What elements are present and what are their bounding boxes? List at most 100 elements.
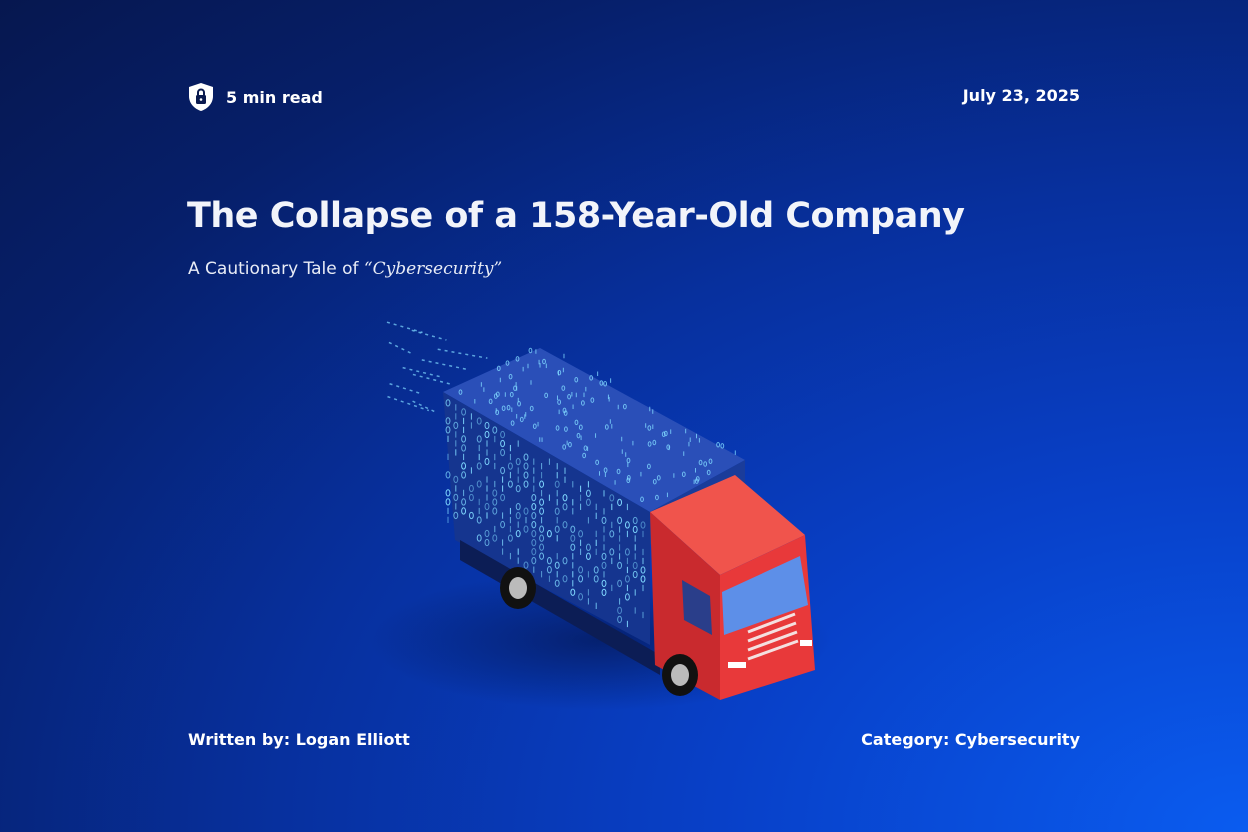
binary-digit xyxy=(601,516,607,525)
binary-digit xyxy=(589,375,594,381)
binary-digit xyxy=(519,416,524,423)
binary-digit xyxy=(532,423,537,430)
binary-digit xyxy=(531,530,537,538)
binary-digit xyxy=(564,426,568,432)
binary-digit xyxy=(666,444,671,450)
binary-digit xyxy=(500,439,506,448)
binary-digit xyxy=(554,525,560,533)
truck-windshield xyxy=(722,556,808,635)
binary-digit xyxy=(604,424,609,430)
publish-date: July 23, 2025 xyxy=(962,86,1080,105)
binary-digit xyxy=(500,466,506,475)
binary-digit xyxy=(561,385,566,391)
binary-digit xyxy=(495,409,500,416)
binary-digit xyxy=(500,520,506,529)
binary-digit xyxy=(617,606,623,615)
subtitle-prefix: A Cautionary Tale of xyxy=(188,259,364,279)
binary-digit xyxy=(546,566,552,574)
binary-digit xyxy=(555,425,560,431)
binary-digit xyxy=(585,489,591,497)
binary-digit xyxy=(495,391,500,397)
binary-digit xyxy=(681,471,686,478)
binary-digit xyxy=(647,441,652,447)
binary-digit xyxy=(601,579,607,588)
binary-digit xyxy=(453,511,459,520)
binary-digit xyxy=(578,593,584,601)
binary-digit xyxy=(640,566,646,574)
author: Written by: Logan Elliott xyxy=(188,730,410,749)
binary-digit xyxy=(562,575,568,583)
binary-digit xyxy=(626,477,631,484)
binary-digit xyxy=(544,392,549,399)
binary-digit xyxy=(570,588,576,596)
truck-headlight xyxy=(800,640,812,646)
binary-digit xyxy=(539,480,545,488)
truck-wheel-rear xyxy=(500,567,536,609)
binary-digit xyxy=(616,468,621,475)
binary-digit xyxy=(476,462,482,470)
binary-digit xyxy=(593,566,599,574)
binary-digit xyxy=(484,457,490,466)
binary-digit xyxy=(539,525,545,533)
binary-digit xyxy=(445,417,451,425)
truck-wheel-front xyxy=(662,654,698,696)
binary-digit xyxy=(609,530,615,538)
binary-digit xyxy=(656,475,661,481)
binary-digit xyxy=(640,521,646,529)
binary-digit xyxy=(706,469,711,476)
binary-digit xyxy=(617,561,623,570)
truck-headlight xyxy=(728,662,746,668)
binary-digit xyxy=(583,445,588,451)
binary-digit xyxy=(492,426,498,434)
binary-digit xyxy=(599,380,604,386)
binary-digit xyxy=(531,521,537,529)
binary-digit xyxy=(507,480,513,488)
binary-digit xyxy=(468,484,474,493)
binary-digit xyxy=(663,430,668,437)
binary-digit xyxy=(510,420,515,426)
binary-digit xyxy=(574,377,579,383)
binary-digit xyxy=(445,471,451,479)
binary-digit xyxy=(578,424,583,431)
subtitle: A Cautionary Tale of “Cybersecurity” xyxy=(188,259,502,279)
binary-digit xyxy=(523,462,529,470)
binary-digit xyxy=(601,588,607,597)
binary-digit xyxy=(580,400,585,406)
binary-digit xyxy=(461,498,467,506)
binary-digit xyxy=(505,360,510,366)
binary-digit xyxy=(523,507,529,515)
data-streak xyxy=(411,329,447,341)
binary-digit xyxy=(652,478,657,485)
binary-digit xyxy=(523,453,529,461)
binary-digit xyxy=(720,443,725,449)
data-streak xyxy=(402,366,441,378)
binary-digit xyxy=(531,539,537,547)
binary-digit xyxy=(515,457,521,466)
binary-digit xyxy=(484,421,490,430)
binary-digit xyxy=(492,507,498,515)
binary-digit xyxy=(562,521,568,529)
binary-digit xyxy=(523,471,529,479)
binary-digit xyxy=(468,511,474,520)
page-title: The Collapse of a 158-Year-Old Company xyxy=(187,196,965,236)
binary-digit xyxy=(492,489,498,497)
data-streak xyxy=(386,321,423,334)
binary-digit xyxy=(546,557,552,565)
binary-digit xyxy=(523,525,529,533)
binary-digit xyxy=(445,489,451,497)
binary-digit xyxy=(515,529,521,538)
binary-digit xyxy=(539,507,545,515)
binary-digit xyxy=(468,493,474,502)
truck-cab-roof xyxy=(650,475,805,575)
binary-digit xyxy=(531,503,537,511)
binary-digit xyxy=(528,347,533,354)
binary-digits xyxy=(445,347,736,628)
binary-digit xyxy=(445,426,451,434)
binary-digit xyxy=(461,507,467,515)
binary-digit xyxy=(515,502,521,511)
binary-digit xyxy=(531,494,537,502)
binary-digit xyxy=(461,435,467,443)
binary-digit xyxy=(562,557,568,565)
binary-digit xyxy=(655,494,659,501)
binary-digit xyxy=(531,512,537,520)
